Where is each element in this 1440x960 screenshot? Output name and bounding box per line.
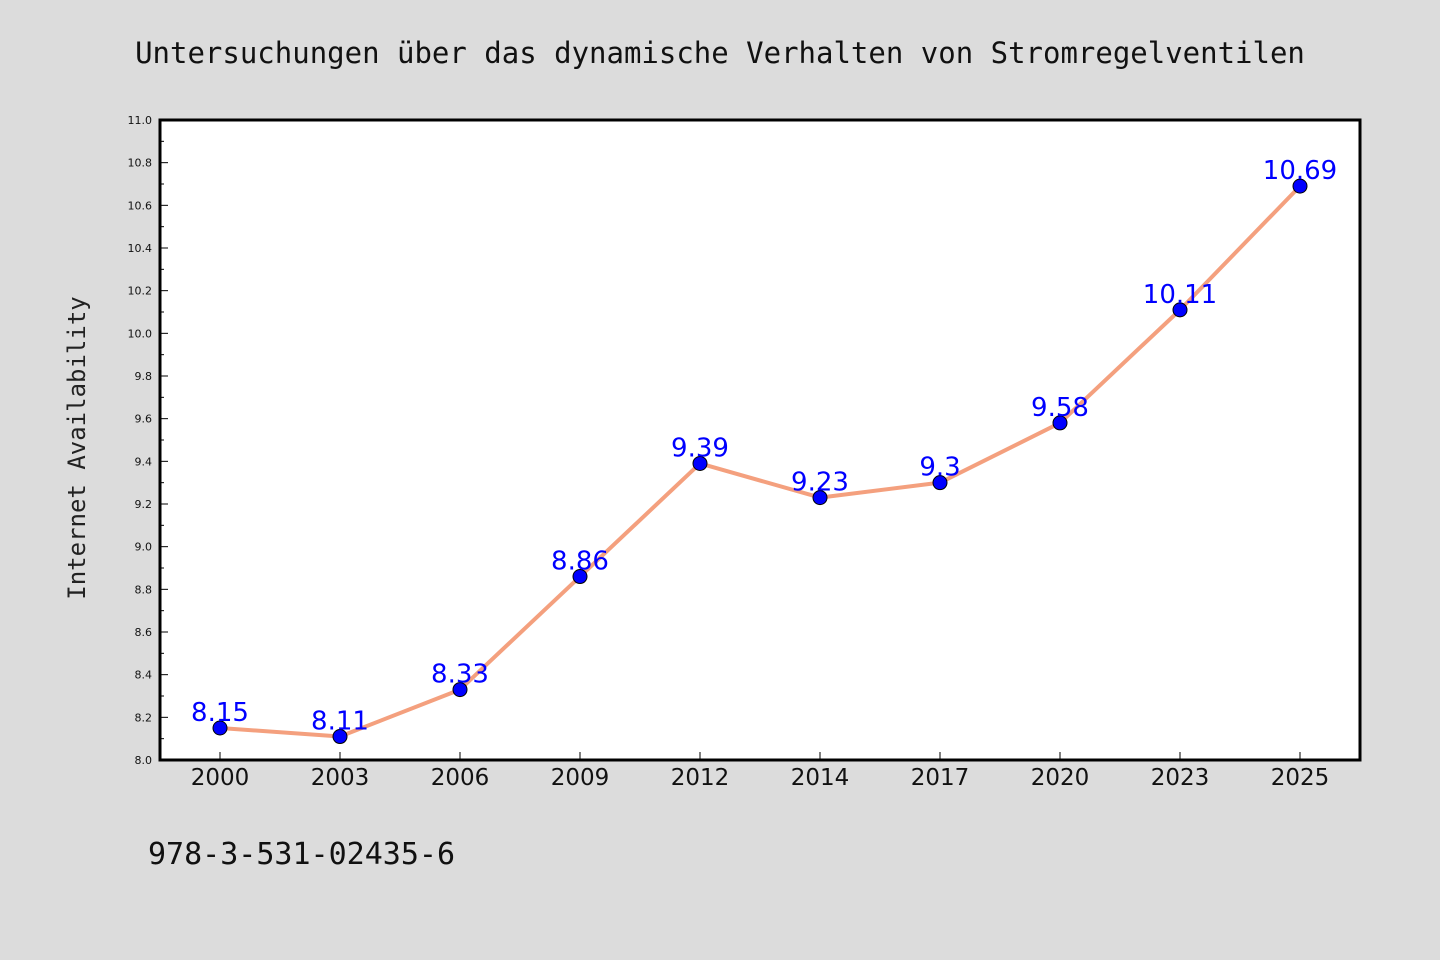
data-point xyxy=(932,475,948,491)
data-point xyxy=(692,455,708,471)
y-tick-label: 9.2 xyxy=(135,498,153,511)
chart-title: Untersuchungen über das dynamische Verha… xyxy=(135,36,1305,70)
y-tick-label: 9.8 xyxy=(135,370,153,383)
y-tick-label: 10.2 xyxy=(128,285,153,298)
data-label: 9.39 xyxy=(671,433,729,463)
x-tick-label: 2014 xyxy=(791,765,850,791)
x-tick-label: 2000 xyxy=(191,765,250,791)
x-axis: 2000 2003 2006 2009 2012 2014 2017 2020 2023 2025 xyxy=(191,752,1330,791)
data-label: 8.86 xyxy=(551,547,609,577)
x-tick-label: 2025 xyxy=(1271,765,1330,791)
series-layer: 8.15 8.11 8.33 8.86 9.39 9.23 9.3 9.58 10.11 10.6… xyxy=(191,156,1337,745)
data-point xyxy=(332,729,348,745)
y-tick-label: 9.6 xyxy=(135,413,153,426)
isbn-footnote: 978-3-531-02435-6 xyxy=(148,837,455,872)
data-label: 8.15 xyxy=(191,698,249,728)
y-tick-label: 8.8 xyxy=(135,583,153,596)
data-point xyxy=(212,720,228,736)
data-label: 9.23 xyxy=(791,468,849,498)
y-tick-label: 8.0 xyxy=(135,754,153,767)
data-point xyxy=(452,682,468,698)
y-axis: 8.0 8.2 8.4 8.6 8.8 9.0 9.2 9.4 9.6 9.8 10.0 10.2 10… xyxy=(128,114,168,767)
y-tick-label: 10.8 xyxy=(128,157,153,170)
x-tick-label: 2012 xyxy=(671,765,730,791)
y-tick-label: 9.4 xyxy=(135,455,153,468)
data-point xyxy=(572,569,588,585)
x-tick-label: 2020 xyxy=(1031,765,1090,791)
x-tick-label: 2006 xyxy=(431,765,490,791)
data-point xyxy=(1172,302,1188,318)
data-label: 8.33 xyxy=(431,660,489,690)
y-tick-label: 11.0 xyxy=(128,114,153,127)
y-tick-label: 8.6 xyxy=(135,626,153,639)
y-tick-label: 10.0 xyxy=(128,327,153,340)
x-tick-label: 2003 xyxy=(311,765,370,791)
data-label: 9.3 xyxy=(919,453,960,483)
x-tick-label: 2017 xyxy=(911,765,970,791)
data-label: 10.69 xyxy=(1263,156,1337,186)
x-tick-label: 2023 xyxy=(1151,765,1210,791)
data-label: 10.11 xyxy=(1143,280,1217,310)
data-point xyxy=(1292,178,1308,194)
x-tick-label: 2009 xyxy=(551,765,610,791)
y-tick-label: 8.2 xyxy=(135,711,153,724)
y-tick-label: 10.6 xyxy=(128,199,153,212)
y-tick-label: 10.4 xyxy=(128,242,153,255)
data-point xyxy=(812,490,828,506)
y-tick-label: 9.0 xyxy=(135,541,153,554)
data-point xyxy=(1052,415,1068,431)
y-tick-label: 8.4 xyxy=(135,669,153,682)
plot-area xyxy=(158,118,1362,762)
data-label: 9.58 xyxy=(1031,393,1089,423)
y-axis-label: Internet Availability xyxy=(63,296,91,599)
data-label: 8.11 xyxy=(311,707,369,737)
series-line xyxy=(218,184,1302,739)
